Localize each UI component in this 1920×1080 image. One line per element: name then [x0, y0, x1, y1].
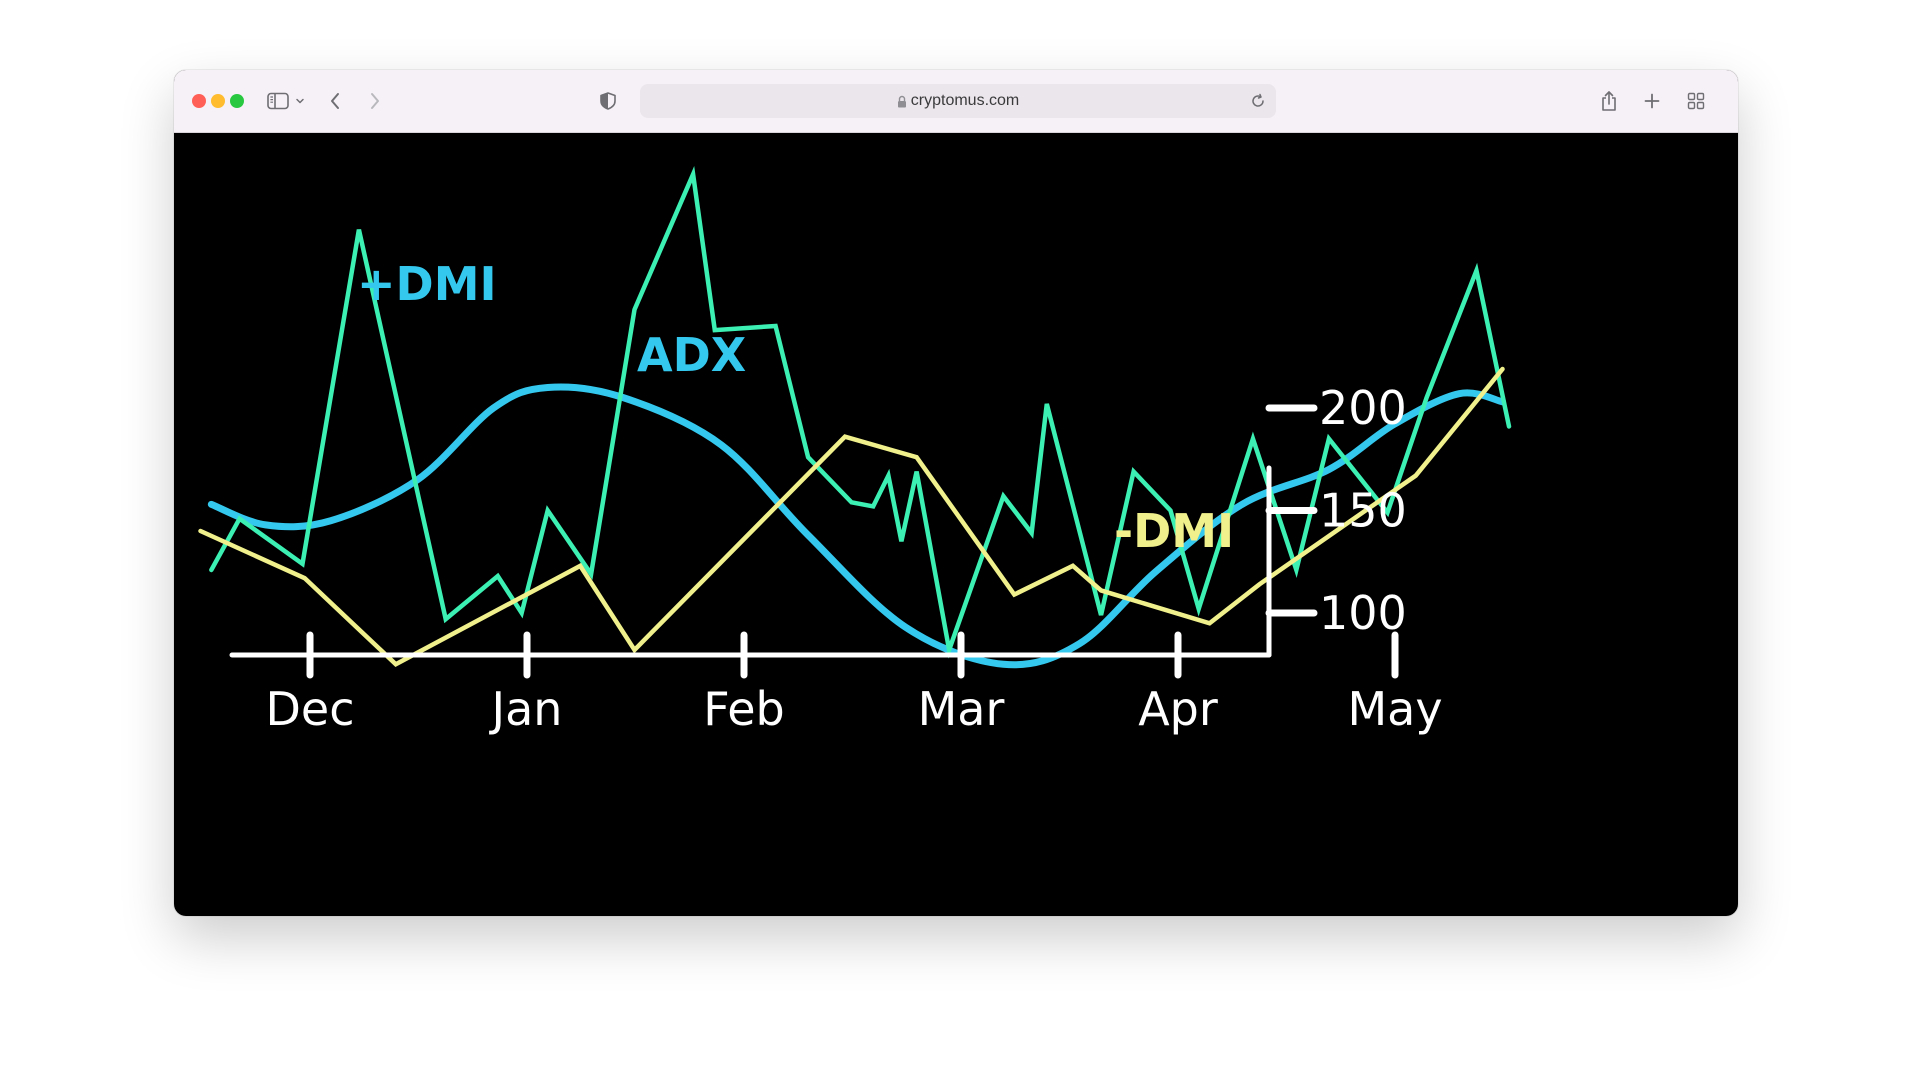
shield-icon[interactable]	[598, 87, 618, 115]
series-label: ADX	[637, 328, 746, 382]
tab-overview-icon[interactable]	[1686, 87, 1706, 115]
x-tick-label: Feb	[703, 682, 784, 736]
x-tick-label: Jan	[489, 682, 563, 736]
lock-icon	[897, 95, 907, 108]
chevron-down-icon[interactable]	[294, 87, 306, 115]
chevron-right-icon[interactable]	[366, 87, 384, 115]
series-label: +DMI	[357, 257, 497, 311]
y-tick-label: 150	[1319, 484, 1407, 538]
share-icon[interactable]	[1598, 87, 1620, 115]
reload-icon[interactable]	[1250, 93, 1266, 109]
series-label: -DMI	[1114, 504, 1234, 558]
dmi-chart: Dec Jan Feb Mar Apr May 100 150 200 +DMI ADX -DMI	[174, 133, 1738, 916]
address-bar[interactable]: cryptomus.com	[640, 84, 1276, 118]
x-tick-label: Apr	[1138, 682, 1218, 736]
browser-window: cryptomus.com	[174, 70, 1738, 916]
close-button[interactable]	[192, 94, 206, 108]
zoom-button[interactable]	[230, 94, 244, 108]
sidebar-icon[interactable]	[266, 87, 290, 115]
plus-icon[interactable]	[1642, 87, 1662, 115]
browser-titlebar: cryptomus.com	[174, 70, 1738, 133]
series-line-dmi	[198, 366, 1505, 667]
minimize-button[interactable]	[211, 94, 225, 108]
x-tick-label: Mar	[918, 682, 1005, 736]
x-tick-label: Dec	[265, 682, 354, 736]
series-line-adx	[209, 166, 1512, 659]
url-text: cryptomus.com	[910, 92, 1020, 109]
chevron-left-icon[interactable]	[326, 87, 344, 115]
y-tick-label: 200	[1319, 381, 1407, 435]
y-tick-label: 100	[1319, 586, 1407, 640]
x-tick-label: May	[1347, 682, 1442, 736]
